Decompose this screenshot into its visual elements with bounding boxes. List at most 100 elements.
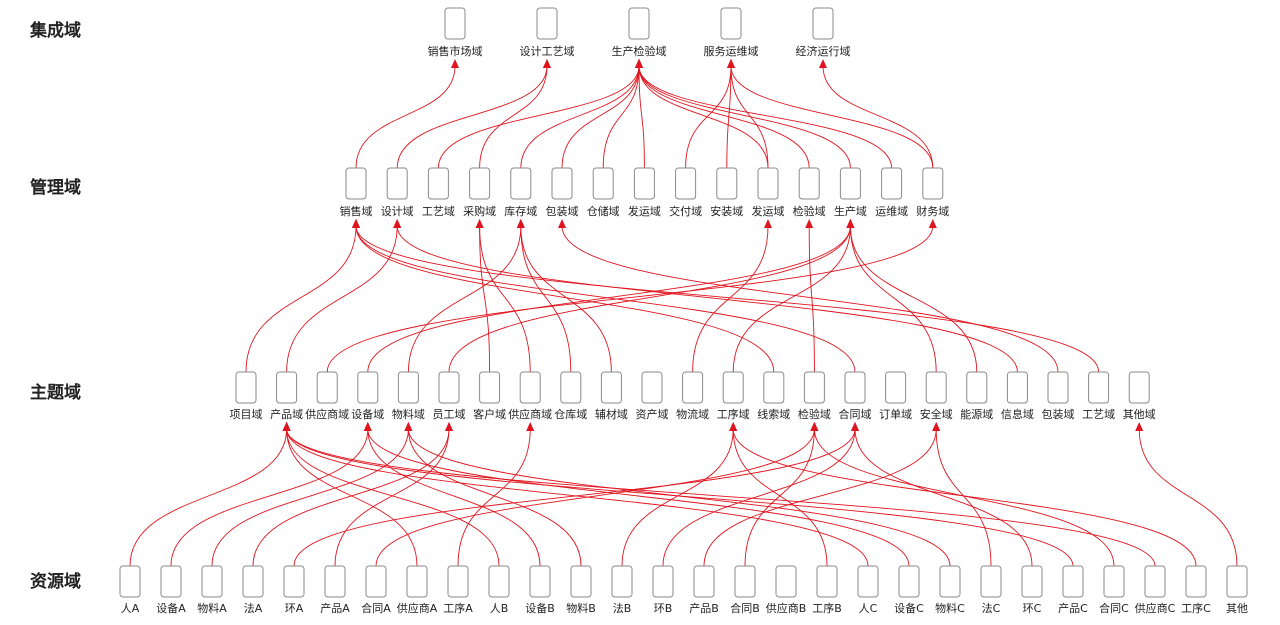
node-box[interactable] bbox=[722, 371, 744, 404]
node-box[interactable] bbox=[479, 371, 501, 404]
node-management-4[interactable]: 库存域 bbox=[504, 167, 537, 218]
node-topic-21[interactable]: 工艺域 bbox=[1082, 371, 1115, 421]
node-box[interactable] bbox=[600, 371, 622, 404]
node-box[interactable] bbox=[397, 371, 419, 404]
node-topic-8[interactable]: 仓库域 bbox=[554, 371, 587, 421]
node-resource-8[interactable]: 工序A bbox=[443, 565, 473, 615]
node-box[interactable] bbox=[510, 167, 532, 200]
node-resource-21[interactable]: 法C bbox=[980, 565, 1002, 615]
node-resource-19[interactable]: 设备C bbox=[894, 565, 924, 615]
node-box[interactable] bbox=[720, 7, 742, 40]
node-box[interactable] bbox=[628, 7, 650, 40]
node-box[interactable] bbox=[839, 167, 861, 200]
node-resource-10[interactable]: 设备B bbox=[525, 565, 555, 615]
node-topic-4[interactable]: 物料域 bbox=[392, 371, 425, 421]
node-box[interactable] bbox=[283, 565, 305, 598]
node-resource-20[interactable]: 物料C bbox=[935, 565, 965, 615]
node-box[interactable] bbox=[844, 371, 866, 404]
node-integration-2[interactable]: 生产检验域 bbox=[612, 7, 667, 58]
node-management-12[interactable]: 生产域 bbox=[834, 167, 867, 218]
node-management-2[interactable]: 工艺域 bbox=[422, 167, 455, 218]
node-topic-9[interactable]: 辅材域 bbox=[595, 371, 628, 421]
node-resource-12[interactable]: 法B bbox=[611, 565, 633, 615]
node-integration-3[interactable]: 服务运维域 bbox=[704, 7, 759, 58]
node-resource-14[interactable]: 产品B bbox=[689, 565, 719, 615]
node-topic-7[interactable]: 供应商域 bbox=[508, 371, 552, 421]
node-box[interactable] bbox=[693, 565, 715, 598]
node-integration-4[interactable]: 经济运行域 bbox=[796, 7, 851, 58]
node-box[interactable] bbox=[570, 565, 592, 598]
node-box[interactable] bbox=[324, 565, 346, 598]
node-box[interactable] bbox=[357, 371, 379, 404]
node-box[interactable] bbox=[641, 371, 663, 404]
node-box[interactable] bbox=[444, 7, 466, 40]
node-topic-22[interactable]: 其他域 bbox=[1123, 371, 1156, 421]
node-integration-1[interactable]: 设计工艺域 bbox=[520, 7, 575, 58]
node-box[interactable] bbox=[939, 565, 961, 598]
node-management-10[interactable]: 发运域 bbox=[752, 167, 785, 218]
node-topic-20[interactable]: 包装域 bbox=[1042, 371, 1075, 421]
node-box[interactable] bbox=[469, 167, 491, 200]
node-box[interactable] bbox=[816, 565, 838, 598]
node-topic-14[interactable]: 检验域 bbox=[798, 371, 831, 421]
node-topic-3[interactable]: 设备域 bbox=[351, 371, 384, 421]
node-box[interactable] bbox=[386, 167, 408, 200]
node-box[interactable] bbox=[1128, 371, 1150, 404]
node-resource-17[interactable]: 工序B bbox=[812, 565, 842, 615]
node-box[interactable] bbox=[242, 565, 264, 598]
node-box[interactable] bbox=[652, 565, 674, 598]
node-management-8[interactable]: 交付域 bbox=[669, 167, 702, 218]
node-box[interactable] bbox=[1006, 371, 1028, 404]
node-management-0[interactable]: 销售域 bbox=[340, 167, 373, 218]
node-topic-17[interactable]: 安全域 bbox=[920, 371, 953, 421]
node-management-3[interactable]: 采购域 bbox=[463, 167, 496, 218]
node-box[interactable] bbox=[803, 371, 825, 404]
node-box[interactable] bbox=[488, 565, 510, 598]
node-management-13[interactable]: 运维域 bbox=[875, 167, 908, 218]
node-box[interactable] bbox=[365, 565, 387, 598]
node-topic-2[interactable]: 供应商域 bbox=[305, 371, 349, 421]
node-box[interactable] bbox=[966, 371, 988, 404]
node-box[interactable] bbox=[1144, 565, 1166, 598]
node-resource-0[interactable]: 人A bbox=[119, 565, 141, 615]
node-topic-10[interactable]: 资产域 bbox=[636, 371, 669, 421]
node-box[interactable] bbox=[881, 167, 903, 200]
node-box[interactable] bbox=[345, 167, 367, 200]
node-resource-24[interactable]: 合同C bbox=[1099, 565, 1129, 615]
node-topic-16[interactable]: 订单域 bbox=[879, 371, 912, 421]
node-topic-19[interactable]: 信息域 bbox=[1001, 371, 1034, 421]
node-resource-13[interactable]: 环B bbox=[652, 565, 674, 615]
node-box[interactable] bbox=[551, 167, 573, 200]
node-box[interactable] bbox=[1226, 565, 1248, 598]
node-box[interactable] bbox=[898, 565, 920, 598]
node-box[interactable] bbox=[716, 167, 738, 200]
node-topic-1[interactable]: 产品域 bbox=[270, 371, 303, 421]
node-box[interactable] bbox=[160, 565, 182, 598]
node-box[interactable] bbox=[757, 167, 779, 200]
node-box[interactable] bbox=[885, 371, 907, 404]
node-topic-5[interactable]: 员工域 bbox=[433, 371, 466, 421]
node-box[interactable] bbox=[519, 371, 541, 404]
node-box[interactable] bbox=[276, 371, 298, 404]
node-resource-7[interactable]: 供应商A bbox=[397, 565, 438, 615]
node-resource-2[interactable]: 物料A bbox=[197, 565, 227, 615]
node-topic-13[interactable]: 线索域 bbox=[757, 371, 790, 421]
node-box[interactable] bbox=[922, 167, 944, 200]
node-box[interactable] bbox=[682, 371, 704, 404]
node-topic-15[interactable]: 合同域 bbox=[839, 371, 872, 421]
node-topic-0[interactable]: 项目域 bbox=[230, 371, 263, 421]
node-box[interactable] bbox=[798, 167, 820, 200]
node-box[interactable] bbox=[119, 565, 141, 598]
node-box[interactable] bbox=[775, 565, 797, 598]
node-resource-15[interactable]: 合同B bbox=[730, 565, 760, 615]
node-resource-25[interactable]: 供应商C bbox=[1135, 565, 1176, 615]
node-box[interactable] bbox=[980, 565, 1002, 598]
node-box[interactable] bbox=[633, 167, 655, 200]
node-topic-11[interactable]: 物流域 bbox=[676, 371, 709, 421]
node-box[interactable] bbox=[611, 565, 633, 598]
node-resource-23[interactable]: 产品C bbox=[1058, 565, 1088, 615]
node-box[interactable] bbox=[1062, 565, 1084, 598]
node-resource-26[interactable]: 工序C bbox=[1181, 565, 1211, 615]
node-management-1[interactable]: 设计域 bbox=[381, 167, 414, 218]
node-resource-16[interactable]: 供应商B bbox=[766, 565, 807, 615]
